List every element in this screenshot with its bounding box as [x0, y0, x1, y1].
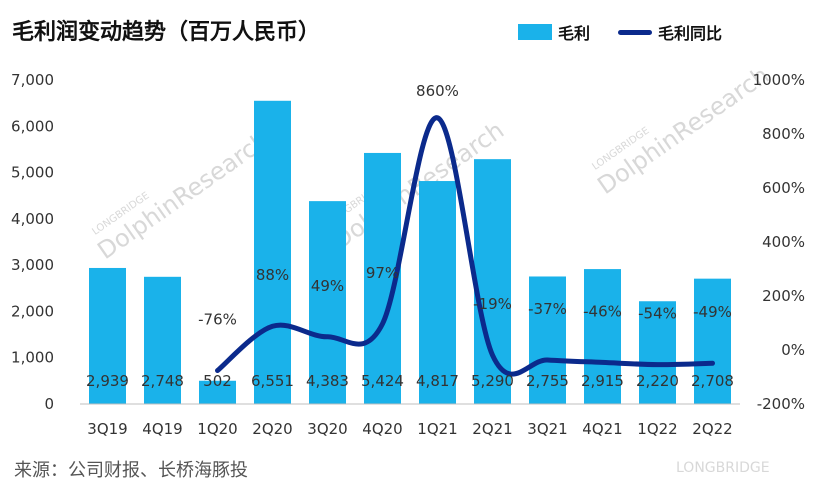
- x-tick-label-1q20: 1Q20: [197, 420, 237, 438]
- source-note: 来源：公司财报、长桥海豚投: [14, 460, 248, 481]
- y-right-tick-label: 800%: [762, 125, 805, 143]
- bar-1q20: [199, 380, 236, 404]
- yoy-line: [215, 115, 715, 377]
- x-tick-label-1q21: 1Q21: [417, 420, 457, 438]
- axes-layer: 0 1,000 2,000 3,000 4,000 5,000 6,000 7,000 -200…: [11, 71, 805, 438]
- bar-3q20: [309, 201, 346, 404]
- yoy-data-label-3q20: 49%: [311, 277, 344, 295]
- y-right-tick-label: 600%: [762, 179, 805, 197]
- y-left-tick-label: 6,000: [11, 117, 54, 135]
- x-tick-label-3q21: 3Q21: [527, 420, 567, 438]
- yoy-data-label-4q20: 97%: [366, 264, 399, 282]
- y-left-tick-label: 1,000: [11, 349, 54, 367]
- bar-data-label-3q20: 4,383: [306, 372, 349, 390]
- legend-item-gross-profit: 毛利: [518, 20, 590, 44]
- bar-data-label-1q20: 502: [203, 372, 232, 390]
- bar-data-label-3q21: 2,755: [526, 372, 569, 390]
- x-tick-label-1q22: 1Q22: [637, 420, 677, 438]
- legend-swatch-bar: [518, 24, 552, 40]
- y-left-tick-label: 7,000: [11, 71, 54, 89]
- bar-data-label-2q21: 5,290: [471, 372, 514, 390]
- legend-label-gross-profit: 毛利: [558, 24, 591, 43]
- legend-swatch-line: [618, 29, 653, 35]
- legend-item-yoy: 毛利同比: [618, 20, 722, 44]
- bar-3q21: [529, 276, 566, 404]
- bar-data-label-2q20: 6,551: [251, 372, 294, 390]
- x-tick-label-2q20: 2Q20: [252, 420, 292, 438]
- bar-2q20: [254, 100, 291, 404]
- y-left-tick-label: 4,000: [11, 210, 54, 228]
- x-tick-label-2q22: 2Q22: [692, 420, 732, 438]
- y-right-tick-label: -200%: [757, 395, 805, 413]
- legend: 毛利 毛利同比: [518, 20, 750, 44]
- x-tick-label-3q19: 3Q19: [87, 420, 127, 438]
- yoy-data-label-4q21: -46%: [583, 302, 622, 320]
- x-tick-label-4q21: 4Q21: [582, 420, 622, 438]
- bar-4q21: [584, 269, 621, 404]
- yoy-data-label-2q20: 88%: [256, 266, 289, 284]
- x-tick-label-4q20: 4Q20: [362, 420, 402, 438]
- bar-1q22: [639, 301, 676, 404]
- watermark-brand: DolphinResearch: [92, 126, 274, 265]
- yoy-data-label-1q20: -76%: [198, 311, 237, 329]
- x-tick-label-3q20: 3Q20: [307, 420, 347, 438]
- y-right-tick-label: 1000%: [753, 71, 805, 89]
- bar-data-label-1q21: 4,817: [416, 372, 459, 390]
- watermark-brand: DolphinResearch: [592, 61, 774, 200]
- bar-data-label-2q22: 2,708: [691, 372, 734, 390]
- legend-label-yoy: 毛利同比: [658, 24, 723, 43]
- x-tick-label-4q19: 4Q19: [142, 420, 182, 438]
- y-right-tick-label: 0%: [781, 341, 805, 359]
- y-left-tick-label: 2,000: [11, 302, 54, 320]
- bar-data-label-1q22: 2,220: [636, 372, 679, 390]
- bar-2q21: [474, 159, 511, 404]
- y-right-tick-label: 400%: [762, 233, 805, 251]
- bar-4q19: [144, 276, 181, 404]
- y-right-tick-label: 200%: [762, 287, 805, 305]
- yoy-data-label-2q21: -19%: [473, 295, 512, 313]
- bar-2q22: [694, 278, 731, 404]
- y-left-tick-label: 0: [44, 395, 54, 413]
- yoy-data-label-2q22: -49%: [693, 303, 732, 321]
- y-left-tick-label: 3,000: [11, 256, 54, 274]
- yoy-data-label-1q22: -54%: [638, 305, 677, 323]
- chart-title: 毛利润变动趋势（百万人民币）: [12, 20, 321, 45]
- bar-data-label-3q19: 2,939: [86, 372, 129, 390]
- bars-layer: [89, 100, 731, 404]
- y-left-tick-label: 5,000: [11, 164, 54, 182]
- yoy-data-label-3q21: -37%: [528, 300, 567, 318]
- bar-data-label-4q21: 2,915: [581, 372, 624, 390]
- bar-3q19: [89, 267, 126, 404]
- bar-data-label-4q19: 2,748: [141, 372, 184, 390]
- bar-data-label-4q20: 5,424: [361, 372, 404, 390]
- line-layer: [215, 115, 715, 377]
- watermark-corner: LONGBRIDGE: [676, 460, 770, 476]
- x-tick-label-2q21: 2Q21: [472, 420, 512, 438]
- bar-1q21: [419, 181, 456, 404]
- yoy-data-label-1q21: 860%: [416, 82, 459, 100]
- labels-layer: 2,939 2,748 502 6,551 4,383 5,424 4,817 5,290 2,…: [86, 82, 734, 390]
